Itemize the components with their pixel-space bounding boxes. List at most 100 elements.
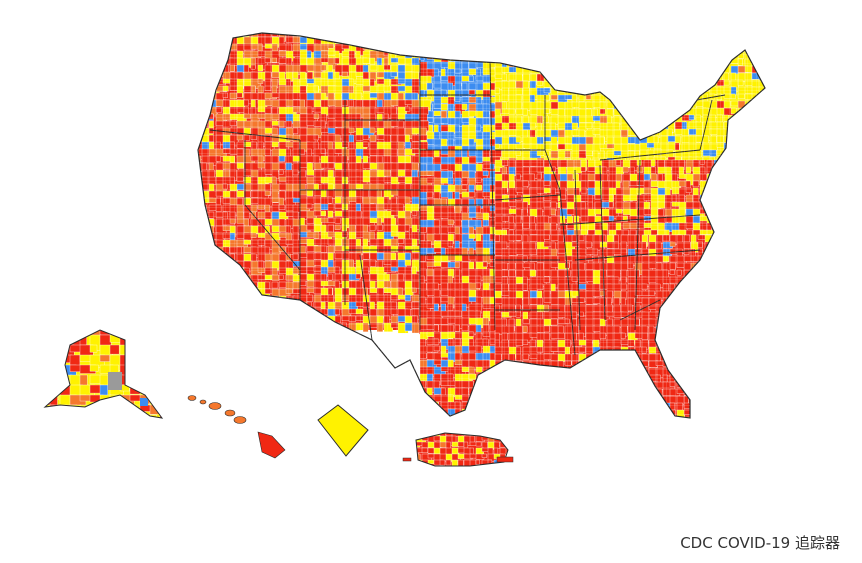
county bbox=[543, 409, 553, 416]
county bbox=[711, 332, 723, 340]
county bbox=[557, 402, 571, 411]
county bbox=[404, 43, 411, 52]
county bbox=[215, 57, 223, 67]
county bbox=[201, 43, 208, 56]
county bbox=[201, 281, 208, 292]
county bbox=[522, 388, 535, 396]
county bbox=[543, 416, 552, 418]
county bbox=[718, 409, 725, 418]
county bbox=[766, 87, 773, 95]
county bbox=[620, 87, 632, 100]
county bbox=[758, 128, 765, 137]
county bbox=[69, 364, 81, 372]
county bbox=[751, 44, 757, 57]
county bbox=[613, 360, 625, 366]
county bbox=[99, 354, 110, 362]
county bbox=[660, 107, 669, 113]
county bbox=[383, 36, 391, 45]
county bbox=[592, 402, 598, 411]
county bbox=[662, 339, 671, 346]
county bbox=[662, 311, 672, 319]
county bbox=[766, 66, 772, 75]
county bbox=[499, 433, 507, 440]
county bbox=[89, 364, 99, 372]
county bbox=[198, 246, 203, 256]
county bbox=[723, 44, 732, 56]
county bbox=[440, 415, 448, 418]
county bbox=[557, 367, 563, 376]
county bbox=[481, 453, 487, 458]
county bbox=[564, 395, 576, 407]
county bbox=[515, 374, 522, 385]
county bbox=[550, 402, 558, 412]
county bbox=[688, 72, 701, 80]
county bbox=[564, 416, 575, 418]
county bbox=[536, 402, 544, 409]
county bbox=[508, 360, 520, 372]
county bbox=[646, 51, 657, 62]
county bbox=[198, 218, 200, 227]
district-of-columbia-inset bbox=[317, 404, 369, 457]
county bbox=[704, 339, 711, 349]
county bbox=[348, 33, 359, 41]
county bbox=[119, 414, 130, 418]
county bbox=[711, 276, 724, 289]
county bbox=[641, 402, 651, 415]
county bbox=[383, 43, 390, 53]
county bbox=[704, 402, 717, 411]
county bbox=[751, 149, 757, 155]
county bbox=[702, 58, 710, 71]
county bbox=[529, 59, 539, 69]
county bbox=[499, 435, 506, 441]
county bbox=[578, 388, 591, 395]
county bbox=[697, 332, 709, 343]
county bbox=[711, 304, 722, 310]
county bbox=[639, 128, 648, 134]
county bbox=[475, 408, 485, 418]
county bbox=[475, 459, 480, 465]
county bbox=[711, 262, 718, 274]
county bbox=[653, 107, 661, 117]
county bbox=[613, 94, 620, 106]
county bbox=[208, 267, 216, 278]
county bbox=[669, 297, 682, 309]
county bbox=[667, 93, 675, 103]
county bbox=[550, 66, 561, 78]
county bbox=[606, 80, 619, 93]
county bbox=[676, 360, 688, 371]
county bbox=[606, 66, 617, 79]
county bbox=[426, 401, 437, 407]
county bbox=[641, 416, 653, 418]
county bbox=[599, 360, 612, 368]
county bbox=[376, 33, 385, 40]
county bbox=[620, 59, 629, 72]
county bbox=[69, 330, 80, 341]
county bbox=[49, 364, 66, 377]
county bbox=[758, 93, 765, 105]
county bbox=[327, 33, 338, 38]
county bbox=[606, 381, 617, 391]
county bbox=[201, 106, 211, 114]
county bbox=[59, 334, 76, 343]
county bbox=[515, 395, 523, 403]
county bbox=[578, 395, 590, 405]
county bbox=[697, 395, 707, 403]
county bbox=[222, 43, 230, 49]
county bbox=[620, 101, 629, 114]
county bbox=[49, 374, 62, 387]
county bbox=[59, 414, 74, 418]
county bbox=[198, 232, 205, 241]
county bbox=[215, 295, 221, 308]
county bbox=[564, 66, 573, 78]
county bbox=[758, 121, 765, 129]
county bbox=[676, 318, 689, 330]
county bbox=[737, 128, 750, 140]
county bbox=[613, 80, 625, 89]
county bbox=[737, 121, 747, 134]
county bbox=[674, 100, 683, 113]
county bbox=[501, 402, 510, 411]
county bbox=[660, 65, 671, 72]
county bbox=[676, 290, 686, 296]
county bbox=[716, 44, 728, 57]
county bbox=[711, 241, 720, 249]
